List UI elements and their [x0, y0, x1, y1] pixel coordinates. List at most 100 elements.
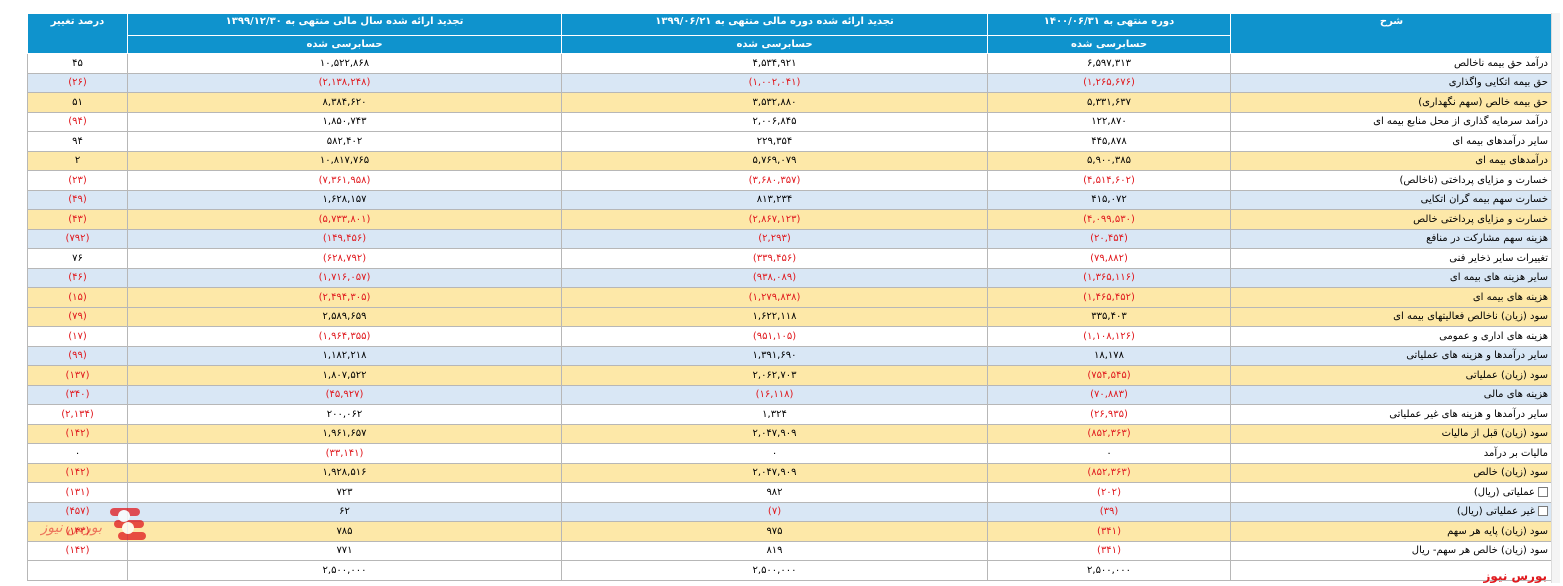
table-row: حق بیمه اتکایی واگذاری (۱,۲۶۵,۶۷۶) (۱,۰۰۲,…	[27, 72, 1553, 93]
value-1399-12: (۴۵,۹۲۷)	[127, 384, 562, 405]
financial-statement: شرح دوره منتهی به ۱۴۰۰/۰۶/۳۱ تجدید ارائه…	[27, 13, 1553, 581]
change-percent: (۱۳۷)	[27, 365, 128, 386]
value-1400: (۳۹)	[987, 501, 1231, 522]
value-1399-06: ۲,۵۰۰,۰۰۰	[561, 560, 988, 581]
row-description: سود (زیان) عملیاتی	[1230, 365, 1553, 386]
value-1399-12: ۱,۸۵۰,۷۴۳	[127, 111, 562, 132]
row-description	[1230, 560, 1553, 581]
table-row: هزینه های اداری و عمومی (۱,۱۰۸,۱۲۶) (۹۵۱,۱…	[27, 326, 1553, 347]
value-1400: (۲۶,۹۳۵)	[987, 404, 1231, 425]
value-1399-12: ۷۸۵	[127, 521, 562, 542]
value-1400: (۸۵۲,۳۶۳)	[987, 462, 1231, 483]
row-label: درآمد حق بیمه ناخالص	[1453, 57, 1548, 69]
table-row: سود (زیان) ناخالص فعالیتهای بیمه ای ۳۳۵,۴…	[27, 306, 1553, 327]
row-label: هزینه سهم مشارکت در منافع	[1426, 233, 1548, 245]
change-percent: (۹۹)	[27, 345, 128, 366]
table-row: خسارت سهم بیمه گران اتکایی ۴۱۵,۰۷۲ ۸۱۳,۲۳۴…	[27, 189, 1553, 210]
row-label: سود (زیان) خالص	[1473, 467, 1548, 479]
value-1399-06: ۲,۰۴۷,۹۰۹	[561, 462, 988, 483]
row-label: تغییرات سایر ذخایر فنی	[1449, 252, 1548, 264]
value-1400: ۴۴۵,۸۷۸	[987, 131, 1231, 152]
value-1399-06: ۸۱۳,۲۳۴	[561, 189, 988, 210]
value-1399-12: (۱,۷۱۶,۰۵۷)	[127, 267, 562, 288]
row-description: سایر درآمدهای بیمه ای	[1230, 131, 1553, 152]
income-statement-table: شرح دوره منتهی به ۱۴۰۰/۰۶/۳۱ تجدید ارائه…	[27, 13, 1553, 581]
value-1399-12: ۷۷۱	[127, 540, 562, 561]
value-1399-12: ۲۰۰,۰۶۲	[127, 404, 562, 425]
value-1400: ۱۸,۱۷۸	[987, 345, 1231, 366]
row-description: سود (زیان) پایه هر سهم	[1230, 521, 1553, 542]
value-1400: (۸۵۲,۳۶۳)	[987, 423, 1231, 444]
checkbox-icon[interactable]	[1538, 506, 1548, 517]
row-description: تغییرات سایر ذخایر فنی	[1230, 248, 1553, 269]
change-percent: (۱۷)	[27, 326, 128, 347]
table-row: سایر درآمدها و هزینه های غیر عملیاتی (۲۶,…	[27, 404, 1553, 425]
value-1400: (۷۵۴,۵۴۵)	[987, 365, 1231, 386]
table-row: خسارت و مزایای پرداختی خالص (۴,۰۹۹,۵۳۰) (۲…	[27, 209, 1553, 230]
value-1400: (۱,۱۰۸,۱۲۶)	[987, 326, 1231, 347]
value-1399-06: ۹۷۵	[561, 521, 988, 542]
header-audited: حسابرسی شده	[987, 35, 1231, 54]
change-percent: (۴۳)	[27, 209, 128, 230]
value-1399-06: ۸۱۹	[561, 540, 988, 561]
value-1399-12: ۷۲۳	[127, 482, 562, 503]
row-label: حق بیمه خالص (سهم نگهداری)	[1418, 96, 1548, 108]
value-1399-06: ۲,۰۶۲,۷۰۳	[561, 365, 988, 386]
change-percent: (۴۹)	[27, 189, 128, 210]
value-1399-06: ۵,۷۶۹,۰۷۹	[561, 150, 988, 171]
value-1399-12: ۱,۹۲۸,۵۱۶	[127, 462, 562, 483]
row-label: سود (زیان) قبل از مالیات	[1441, 428, 1548, 440]
row-label: سایر هزینه های بیمه ای	[1449, 272, 1548, 284]
change-percent: (۲۳)	[27, 170, 128, 191]
row-description: سایر درآمدها و هزینه های عملیاتی	[1230, 345, 1553, 366]
row-description: هزینه های مالی	[1230, 384, 1553, 405]
table-row: درآمد سرمایه گذاری از محل منابع بیمه ای ۱…	[27, 111, 1553, 132]
value-1400: (۲۰۲)	[987, 482, 1231, 503]
watermark-text: بورس نیوز	[1483, 569, 1547, 583]
table-row: سایر درآمدهای بیمه ای ۴۴۵,۸۷۸ ۲۲۹,۳۵۴ ۵۸۲,۴…	[27, 131, 1553, 152]
value-1399-12: (۲,۱۳۸,۲۴۸)	[127, 72, 562, 93]
value-1400: (۴,۵۱۴,۶۰۲)	[987, 170, 1231, 191]
table-row: سود (زیان) پایه هر سهم (۳۴۱) ۹۷۵ ۷۸۵ (۱۴۳)	[27, 521, 1553, 542]
value-1399-06: (۹۳۸,۰۸۹)	[561, 267, 988, 288]
value-1399-06: ۱,۶۲۲,۱۱۸	[561, 306, 988, 327]
value-1399-12: ۱۰,۸۱۷,۷۶۵	[127, 150, 562, 171]
row-label: مالیات بر درآمد	[1483, 447, 1548, 459]
value-1399-12: ۱۰,۵۲۲,۸۶۸	[127, 53, 562, 74]
row-description: درآمد سرمایه گذاری از محل منابع بیمه ای	[1230, 111, 1553, 132]
row-description: سایر هزینه های بیمه ای	[1230, 267, 1553, 288]
row-label: هزینه های مالی	[1483, 389, 1548, 401]
value-1399-06: ۲۲۹,۳۵۴	[561, 131, 988, 152]
value-1399-12: ۱,۸۰۷,۵۲۲	[127, 365, 562, 386]
change-percent: ۲	[27, 150, 128, 171]
value-1399-12: ۱,۶۲۸,۱۵۷	[127, 189, 562, 210]
table-row: عملیاتی (ریال) (۲۰۲) ۹۸۲ ۷۲۳ (۱۳۱)	[27, 482, 1553, 503]
checkbox-icon[interactable]	[1538, 486, 1548, 497]
table-row: سود (زیان) قبل از مالیات (۸۵۲,۳۶۳) ۲,۰۴۷,۹…	[27, 423, 1553, 444]
table-row: هزینه های مالی (۷۰,۸۸۳) (۱۶,۱۱۸) (۴۵,۹۲۷) (۳…	[27, 384, 1553, 405]
value-1400: ۵,۳۳۱,۶۳۷	[987, 92, 1231, 113]
table-row: سود (زیان) عملیاتی (۷۵۴,۵۴۵) ۲,۰۶۲,۷۰۳ ۱,۸۰…	[27, 365, 1553, 386]
row-label: هزینه های اداری و عمومی	[1439, 330, 1548, 342]
table-row: ۲,۵۰۰,۰۰۰ ۲,۵۰۰,۰۰۰ ۲,۵۰۰,۰۰۰	[27, 560, 1553, 581]
row-label: سایر درآمدها و هزینه های عملیاتی	[1406, 350, 1548, 362]
vertical-scrollbar[interactable]	[1551, 13, 1560, 583]
value-1400: ۶,۵۹۷,۳۱۳	[987, 53, 1231, 74]
change-percent	[27, 560, 128, 581]
value-1399-06: (۱,۰۰۲,۰۴۱)	[561, 72, 988, 93]
change-percent: (۷۹)	[27, 306, 128, 327]
value-1399-06: ۹۸۲	[561, 482, 988, 503]
value-1399-06: (۹۵۱,۱۰۵)	[561, 326, 988, 347]
value-1399-06: (۲,۸۶۷,۱۲۳)	[561, 209, 988, 230]
row-description: مالیات بر درآمد	[1230, 443, 1553, 464]
value-1400: (۷۰,۸۸۳)	[987, 384, 1231, 405]
change-percent: (۴۶)	[27, 267, 128, 288]
header-audited: حسابرسی شده	[561, 35, 988, 54]
value-1399-06: ۱,۳۹۱,۶۹۰	[561, 345, 988, 366]
row-description: درآمدهای بیمه ای	[1230, 150, 1553, 171]
logo-text: بورس نیوز	[40, 520, 102, 536]
value-1399-12: (۱۴۹,۴۵۶)	[127, 228, 562, 249]
value-1399-12: (۱,۹۶۴,۳۵۵)	[127, 326, 562, 347]
change-percent: (۱۴۲)	[27, 423, 128, 444]
row-description: سود (زیان) ناخالص فعالیتهای بیمه ای	[1230, 306, 1553, 327]
